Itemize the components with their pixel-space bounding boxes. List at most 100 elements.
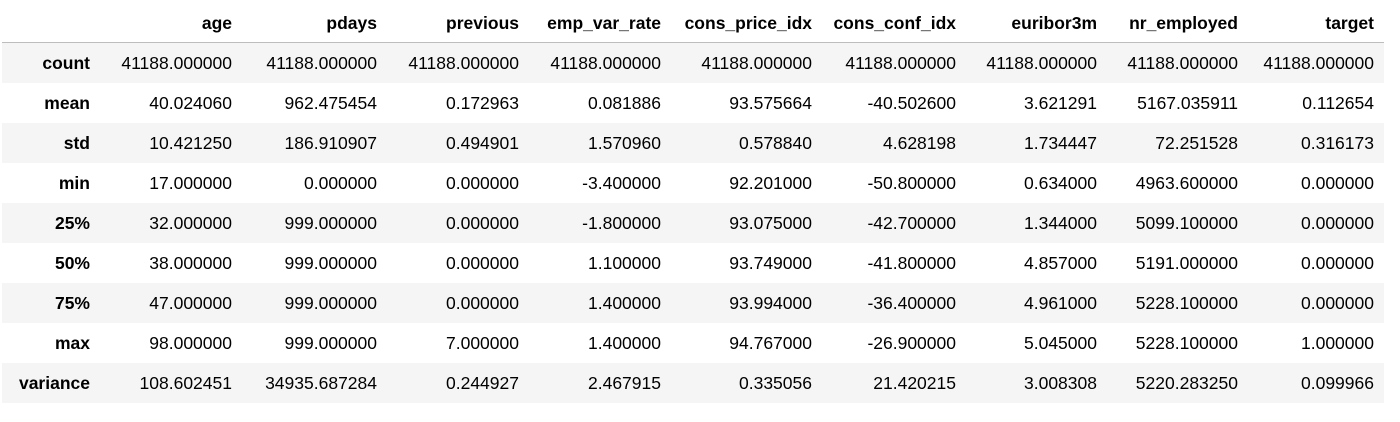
table-cell: 93.575664	[729, 92, 812, 113]
table-cell: 0.494901	[446, 132, 519, 153]
table-cell: 999.000000	[284, 212, 377, 233]
table-cell: 41188.000000	[845, 52, 956, 73]
table-cell: 41188.000000	[408, 52, 519, 73]
table-cell: 0.000000	[446, 252, 519, 273]
table-header: age pdays previous emp_var_rate cons_pri…	[2, 4, 1384, 43]
table-cell: -40.502600	[867, 92, 956, 113]
table-cell: 999.000000	[284, 292, 377, 313]
table-row: count 41188.000000 41188.000000 41188.00…	[2, 42, 1384, 83]
table-cell: 98.000000	[149, 332, 232, 353]
table-cell: 999.000000	[284, 332, 377, 353]
table-cell: 2.467915	[588, 372, 661, 393]
column-header-age: age	[100, 4, 242, 43]
column-header-nr-employed: nr_employed	[1107, 4, 1248, 43]
table-cell: 1.000000	[1301, 332, 1374, 353]
row-label: 75%	[54, 292, 90, 313]
table-cell: 186.910907	[284, 132, 377, 153]
table-cell: 1.570960	[588, 132, 661, 153]
table-cell: 41188.000000	[1263, 52, 1374, 73]
table-cell: 5220.283250	[1135, 372, 1238, 393]
table-cell: 0.000000	[1301, 292, 1374, 313]
index-header	[2, 4, 100, 43]
table-cell: 4963.600000	[1135, 172, 1238, 193]
row-label: min	[58, 172, 90, 193]
table-cell: 0.000000	[1301, 172, 1374, 193]
table-cell: -3.400000	[582, 172, 661, 193]
table-cell: 0.099966	[1301, 372, 1374, 393]
table-cell: 0.000000	[446, 212, 519, 233]
column-header-cons-conf-idx: cons_conf_idx	[822, 4, 966, 43]
table-row: max 98.000000 999.000000 7.000000 1.4000…	[2, 323, 1384, 363]
table-cell: 93.749000	[729, 252, 812, 273]
table-cell: 1.400000	[588, 292, 661, 313]
table-cell: 4.961000	[1024, 292, 1097, 313]
table-cell: -1.800000	[582, 212, 661, 233]
table-cell: 0.316173	[1301, 132, 1374, 153]
row-label: count	[42, 52, 90, 73]
row-label: 50%	[54, 252, 90, 273]
table-cell: 7.000000	[446, 332, 519, 353]
dataframe-output: age pdays previous emp_var_rate cons_pri…	[2, 4, 1384, 403]
table-cell: 5167.035911	[1137, 92, 1238, 113]
table-cell: 0.000000	[1301, 212, 1374, 233]
row-label: 25%	[54, 212, 90, 233]
table-cell: 962.475454	[284, 92, 377, 113]
row-label: std	[63, 132, 90, 153]
describe-table: age pdays previous emp_var_rate cons_pri…	[2, 4, 1384, 403]
table-cell: 5099.100000	[1135, 212, 1238, 233]
table-cell: -42.700000	[867, 212, 956, 233]
table-cell: 0.112654	[1302, 92, 1374, 113]
table-cell: 93.075000	[729, 212, 812, 233]
table-cell: 0.000000	[446, 292, 519, 313]
table-cell: 3.621291	[1024, 92, 1097, 113]
row-label: mean	[44, 92, 90, 113]
table-cell: -50.800000	[867, 172, 956, 193]
table-cell: 38.000000	[149, 252, 232, 273]
table-cell: 4.857000	[1024, 252, 1097, 273]
table-cell: 0.578840	[739, 132, 812, 153]
row-label: variance	[18, 372, 90, 393]
table-cell: 10.421250	[149, 132, 232, 153]
table-cell: 0.172963	[446, 92, 519, 113]
column-header-euribor3m: euribor3m	[966, 4, 1107, 43]
table-cell: -36.400000	[867, 292, 956, 313]
table-row: 50% 38.000000 999.000000 0.000000 1.1000…	[2, 243, 1384, 283]
table-cell: 41188.000000	[1127, 52, 1238, 73]
table-cell: 41188.000000	[266, 52, 377, 73]
table-cell: 94.767000	[729, 332, 812, 353]
table-cell: 41188.000000	[701, 52, 812, 73]
table-cell: 1.344000	[1024, 212, 1097, 233]
table-cell: 4.628198	[883, 132, 956, 153]
table-cell: 47.000000	[149, 292, 232, 313]
table-body: count 41188.000000 41188.000000 41188.00…	[2, 42, 1384, 403]
table-cell: 0.634000	[1024, 172, 1097, 193]
table-cell: 1.100000	[588, 252, 661, 273]
table-row: 75% 47.000000 999.000000 0.000000 1.4000…	[2, 283, 1384, 323]
table-cell: 41188.000000	[121, 52, 232, 73]
column-header-cons-price-idx: cons_price_idx	[671, 4, 822, 43]
table-cell: 108.602451	[139, 372, 232, 393]
table-cell: 34935.687284	[265, 372, 377, 393]
table-cell: 999.000000	[284, 252, 377, 273]
table-cell: 0.244927	[446, 372, 519, 393]
row-label: max	[54, 332, 90, 353]
table-cell: 0.000000	[1301, 252, 1374, 273]
table-row: variance 108.602451 34935.687284 0.24492…	[2, 363, 1384, 403]
table-cell: 5228.100000	[1135, 332, 1238, 353]
table-cell: 32.000000	[149, 212, 232, 233]
table-row: 25% 32.000000 999.000000 0.000000 -1.800…	[2, 203, 1384, 243]
table-cell: 5191.000000	[1135, 252, 1238, 273]
table-row: min 17.000000 0.000000 0.000000 -3.40000…	[2, 163, 1384, 203]
table-cell: 5228.100000	[1135, 292, 1238, 313]
table-cell: 1.734447	[1024, 132, 1097, 153]
table-cell: -41.800000	[867, 252, 956, 273]
table-cell: 40.024060	[149, 92, 232, 113]
table-cell: 21.420215	[873, 372, 956, 393]
table-cell: 3.008308	[1024, 372, 1097, 393]
header-row: age pdays previous emp_var_rate cons_pri…	[2, 4, 1384, 43]
table-cell: 0.081886	[588, 92, 661, 113]
table-cell: 5.045000	[1024, 332, 1097, 353]
column-header-emp-var-rate: emp_var_rate	[529, 4, 671, 43]
table-cell: 0.335056	[739, 372, 812, 393]
table-row: mean 40.024060 962.475454 0.172963 0.081…	[2, 83, 1384, 123]
